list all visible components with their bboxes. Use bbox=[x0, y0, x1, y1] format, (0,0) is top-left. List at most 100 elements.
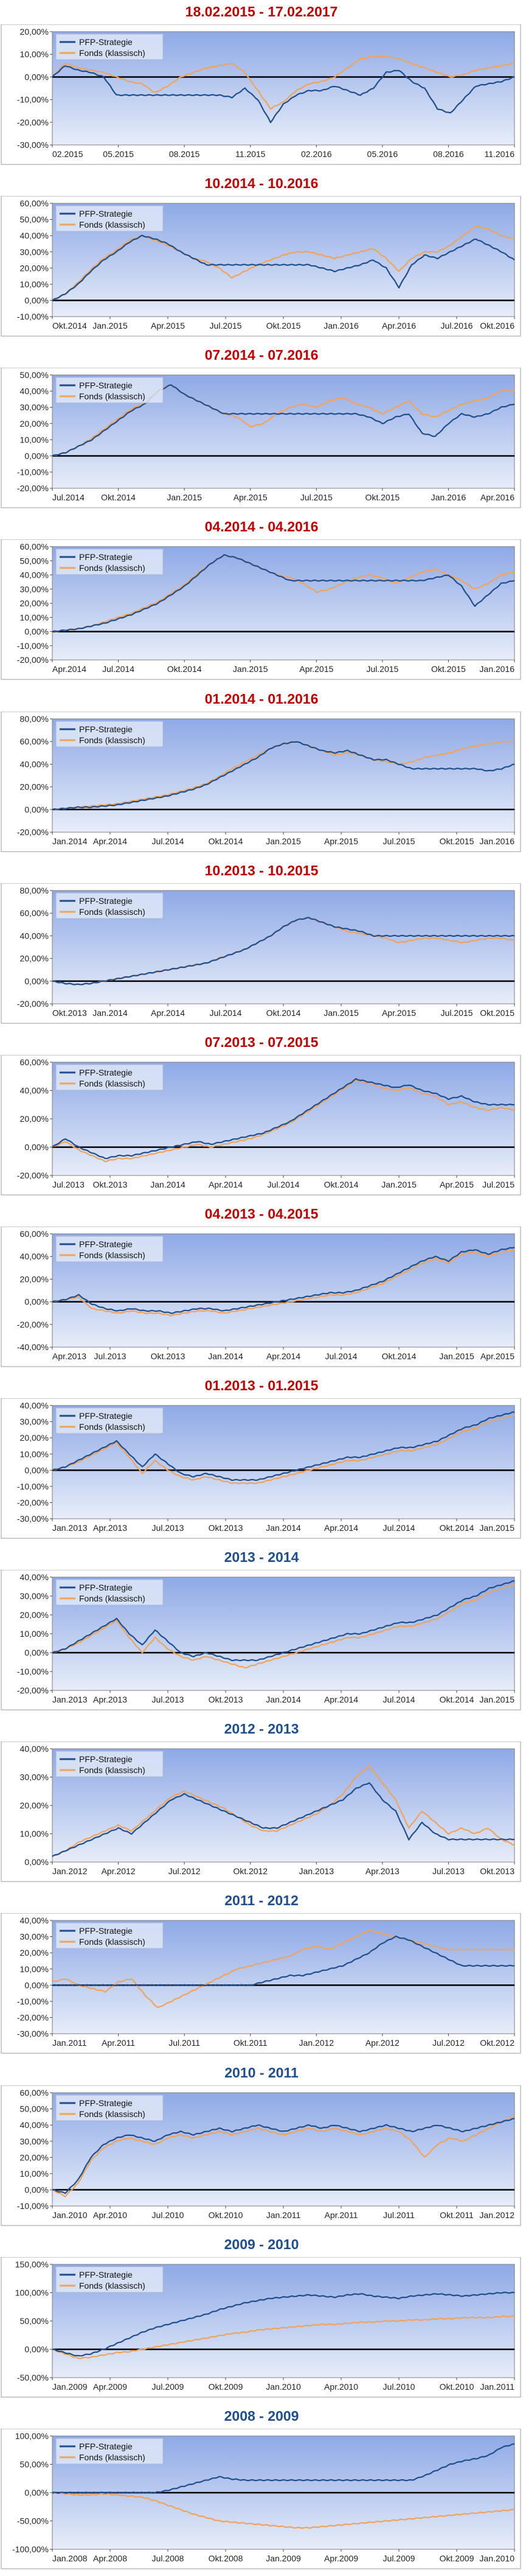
line-chart: 20,00%10,00%0,00%-10,00%-20,00%-30,00%02… bbox=[1, 24, 521, 165]
x-tick-label: Apr.2015 bbox=[299, 665, 333, 674]
x-tick-label: Jan.2012 bbox=[52, 1866, 88, 1876]
series-line-fonds bbox=[52, 2315, 515, 2359]
series-line-strategie bbox=[52, 1247, 515, 1314]
x-tick-label: Jul.2014 bbox=[325, 1351, 358, 1361]
legend-box bbox=[55, 548, 164, 575]
y-tick-label: 0,00% bbox=[24, 1648, 49, 1657]
series-line-strategie bbox=[52, 554, 515, 633]
y-tick-label: -10,00% bbox=[17, 95, 49, 105]
chart-title: 04.2014 - 04.2016 bbox=[204, 519, 319, 535]
y-tick-label: -20,00% bbox=[17, 827, 49, 837]
y-tick-label: 60,00% bbox=[20, 1057, 49, 1067]
line-chart: 50,00% 40,00% 30,00% 20,00% 10,00% 0,00% -10,0… bbox=[1, 368, 521, 508]
y-tick-label: -10,00% bbox=[17, 1482, 49, 1491]
y-tick-label: 10,00% bbox=[20, 1829, 49, 1839]
x-tick-label: Okt.2014 bbox=[440, 1695, 474, 1704]
legend-label-fonds: Fonds (klassisch) bbox=[79, 735, 145, 745]
x-tick-label: Okt.2015 bbox=[431, 665, 466, 674]
y-tick-label: -50,00% bbox=[17, 2516, 49, 2525]
x-tick-label: Apr.2013 bbox=[52, 1351, 86, 1361]
y-tick-label: -20,00% bbox=[17, 1171, 49, 1180]
legend-label-fonds: Fonds (klassisch) bbox=[79, 2109, 145, 2119]
y-tick-label: 20,00% bbox=[20, 1610, 49, 1620]
x-tick-label: Apr.2011 bbox=[102, 2039, 135, 2048]
legend-label-fonds: Fonds (klassisch) bbox=[79, 1250, 145, 1260]
y-tick-label: 20,00% bbox=[20, 263, 49, 273]
series-line-strategie bbox=[52, 1411, 515, 1482]
legend-label-fonds: Fonds (klassisch) bbox=[79, 48, 145, 58]
x-tick-label: Jul.2016 bbox=[441, 321, 473, 331]
y-tick-label: -30,00% bbox=[17, 140, 49, 150]
y-tick-label: -20,00% bbox=[17, 1320, 49, 1329]
y-tick-label: 20,00% bbox=[20, 1433, 49, 1443]
y-tick-label: 60,00% bbox=[20, 1229, 49, 1239]
chart-title: 01.2013 - 01.2015 bbox=[204, 1377, 319, 1394]
legend-box bbox=[55, 33, 164, 60]
x-tick-label: 08.2015 bbox=[169, 149, 200, 159]
legend-box bbox=[55, 1064, 164, 1091]
y-tick-label: 40,00% bbox=[20, 570, 49, 580]
x-tick-label: Apr.2014 bbox=[93, 836, 127, 846]
y-tick-label: 50,00% bbox=[20, 2459, 49, 2469]
legend-box bbox=[55, 2095, 164, 2121]
y-tick-label: 30,00% bbox=[20, 584, 49, 594]
legend-label-fonds: Fonds (klassisch) bbox=[79, 1765, 145, 1775]
y-tick-label: 40,00% bbox=[20, 1085, 49, 1095]
y-tick-label: 60,00% bbox=[20, 2088, 49, 2098]
x-tick-label: Apr.2012 bbox=[365, 2039, 400, 2048]
x-tick-label: Jul.2011 bbox=[383, 2210, 415, 2220]
x-tick-label: Jan.2014 bbox=[208, 1351, 243, 1361]
y-tick-label: 0,00% bbox=[24, 2185, 49, 2194]
legend-box bbox=[55, 892, 164, 919]
y-tick-label: 30,00% bbox=[20, 2136, 49, 2146]
y-tick-label: 10,00% bbox=[20, 1629, 49, 1639]
legend-box bbox=[55, 1579, 164, 1606]
chart-title: 2013 - 2014 bbox=[224, 1549, 299, 1566]
chart-title: 07.2013 - 07.2015 bbox=[204, 1034, 319, 1050]
series-line-fonds bbox=[52, 2491, 515, 2529]
legend-label-strategie: PFP-Strategie bbox=[79, 724, 133, 734]
legend-label-strategie: PFP-Strategie bbox=[79, 37, 133, 47]
y-tick-label: -30,00% bbox=[17, 2029, 49, 2039]
y-tick-label: 40,00% bbox=[20, 2120, 49, 2130]
line-chart: 100,00%50,00%0,00%-50,00%-100,00%Jan.200… bbox=[1, 2428, 521, 2569]
y-tick-label: 0,00% bbox=[24, 804, 49, 814]
series-line-fonds bbox=[52, 226, 515, 301]
x-tick-label: Jan.2012 bbox=[299, 2039, 334, 2048]
legend-box bbox=[55, 1236, 164, 1262]
x-tick-label: Apr.2015 bbox=[382, 1008, 416, 1018]
line-chart: 80,00%60,00%40,00%20,00%0,00%-20,00%Jan.… bbox=[1, 711, 521, 852]
x-tick-label: Jul.2014 bbox=[383, 1523, 415, 1533]
x-tick-label: Apr.2015 bbox=[480, 1351, 514, 1361]
x-tick-label: 02.2016 bbox=[301, 149, 332, 159]
y-tick-label: -100,00% bbox=[12, 2544, 49, 2554]
series-line-fonds bbox=[52, 1929, 515, 2009]
x-tick-label: Apr.2010 bbox=[93, 2210, 127, 2220]
y-tick-label: 20,00% bbox=[20, 419, 49, 429]
y-tick-label: 60,00% bbox=[20, 737, 49, 746]
y-tick-label: 20,00% bbox=[20, 2152, 49, 2162]
y-tick-label: 0,00% bbox=[24, 2488, 49, 2497]
y-tick-label: 50,00% bbox=[20, 556, 49, 566]
x-tick-label: Apr.2014 bbox=[324, 1695, 358, 1704]
y-tick-label: -20,00% bbox=[17, 483, 49, 493]
series-line-strategie bbox=[52, 234, 515, 301]
x-tick-label: Okt.2011 bbox=[234, 2039, 268, 2048]
x-tick-label: Jul.2011 bbox=[168, 2039, 200, 2048]
x-tick-label: Jan.2015 bbox=[439, 1351, 474, 1361]
legend-box bbox=[55, 1922, 164, 1949]
y-tick-label: 0,00% bbox=[24, 1465, 49, 1475]
y-tick-label: 10,00% bbox=[20, 1449, 49, 1459]
y-tick-label: -10,00% bbox=[17, 1997, 49, 2006]
x-tick-label: Jan.2009 bbox=[52, 2382, 88, 2392]
x-tick-label: Apr.2012 bbox=[102, 1866, 136, 1876]
x-tick-label: Okt.2016 bbox=[480, 321, 514, 331]
y-tick-label: 10,00% bbox=[20, 435, 49, 445]
x-tick-label: Apr.2016 bbox=[382, 321, 416, 331]
y-tick-label: 20,00% bbox=[20, 1274, 49, 1284]
y-tick-label: 10,00% bbox=[20, 1964, 49, 1974]
y-tick-label: 0,00% bbox=[24, 627, 49, 637]
x-tick-label: Jul.2012 bbox=[168, 1866, 201, 1876]
x-tick-label: Apr.2015 bbox=[440, 1180, 474, 1189]
